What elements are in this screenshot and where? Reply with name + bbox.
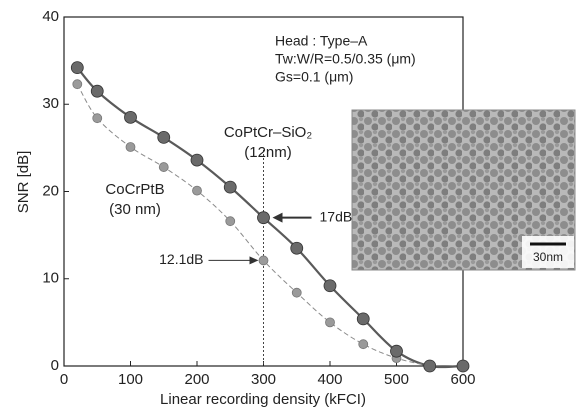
scale-label: 30nm [533, 250, 563, 264]
value-label: 12.1dB [159, 251, 203, 267]
annotation: Gs=0.1 (μm) [275, 69, 353, 85]
y-tick-label: 0 [51, 357, 59, 374]
data-point [423, 359, 437, 373]
series-label: CoCrPtB [105, 181, 164, 198]
y-tick-label: 20 [42, 182, 59, 199]
data-point [192, 185, 202, 196]
x-tick-label: 400 [317, 371, 342, 388]
x-tick-label: 100 [118, 371, 143, 388]
data-point [323, 279, 337, 293]
y-tick-label: 40 [42, 8, 59, 25]
data-point [225, 216, 236, 227]
value-label: 17dB [320, 208, 353, 224]
annotation: Tw:W/R=0.5/0.35 (μm) [275, 51, 416, 67]
data-point [124, 110, 137, 124]
data-point [258, 255, 269, 266]
data-point [125, 142, 136, 152]
data-point [290, 241, 304, 255]
y-tick-label: 10 [42, 270, 59, 287]
data-point [456, 359, 470, 373]
data-point [390, 344, 403, 358]
x-tick-label: 200 [184, 371, 209, 388]
x-axis-label: Linear recording density (kFCI) [160, 391, 366, 408]
data-point [190, 153, 204, 167]
y-axis-label: SNR [dB] [15, 151, 32, 214]
series-sublabel: (30 nm) [109, 201, 161, 218]
data-point [72, 79, 83, 90]
annotation: Head : Type–A [275, 33, 368, 49]
data-point [158, 162, 169, 172]
data-point [90, 84, 104, 98]
x-tick-label: 500 [384, 371, 409, 388]
data-point [223, 180, 237, 194]
inset-image: 30nm [351, 109, 576, 271]
x-tick-label: 0 [60, 371, 68, 388]
data-point [257, 211, 270, 225]
data-point [358, 339, 369, 350]
data-point [157, 131, 171, 144]
arrow-head [272, 212, 283, 223]
arrow-head [249, 256, 259, 265]
data-point [356, 312, 370, 326]
data-point [92, 113, 103, 124]
data-point [70, 61, 84, 75]
series-label: CoPtCr–SiO₂ [224, 124, 313, 141]
x-tick-label: 300 [251, 371, 276, 388]
y-tick-label: 30 [42, 95, 59, 112]
data-point [291, 287, 302, 298]
data-point [325, 317, 335, 328]
x-tick-label: 600 [450, 371, 475, 388]
series-sublabel: (12nm) [244, 144, 292, 161]
